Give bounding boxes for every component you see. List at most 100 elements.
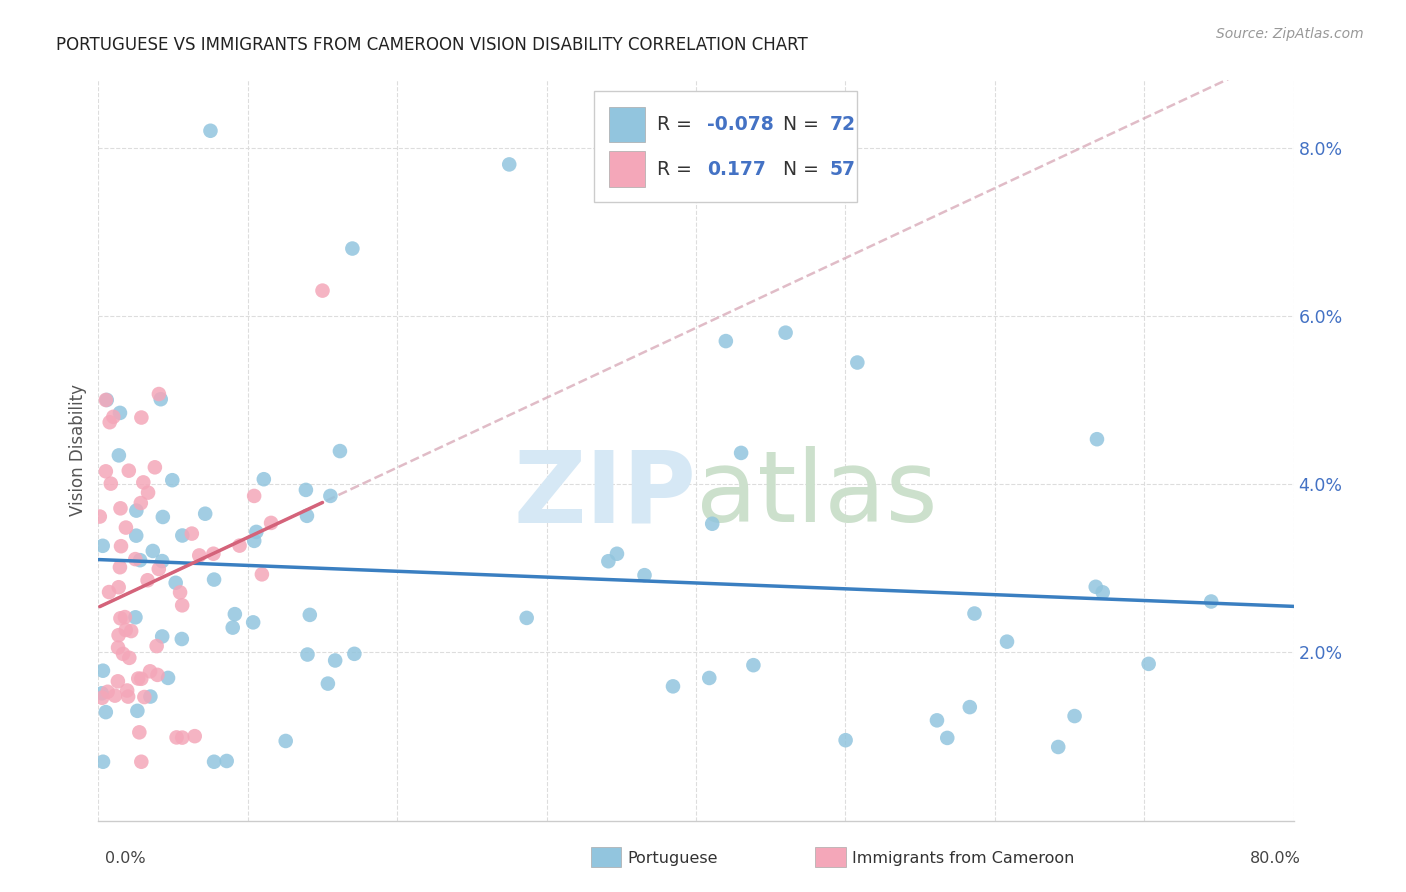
Point <box>150 554 173 568</box>
Point <box>245 524 267 539</box>
Point <box>129 553 152 567</box>
Point <box>242 615 264 630</box>
Point <box>107 674 129 689</box>
Y-axis label: Vision Disability: Vision Disability <box>69 384 87 516</box>
Point <box>150 630 173 644</box>
Point <box>714 334 737 348</box>
Point <box>157 671 180 685</box>
FancyBboxPatch shape <box>609 152 644 187</box>
Point <box>97 685 120 699</box>
Point <box>125 529 148 543</box>
Point <box>662 679 685 693</box>
Point <box>96 392 118 407</box>
Point <box>152 510 174 524</box>
Point <box>110 501 132 516</box>
Text: Source: ZipAtlas.com: Source: ZipAtlas.com <box>1216 27 1364 41</box>
Point <box>114 623 136 637</box>
Point <box>107 640 129 655</box>
Point <box>108 406 131 420</box>
Point <box>834 733 856 747</box>
Point <box>136 573 159 587</box>
Point <box>98 585 121 599</box>
Point <box>1085 432 1108 446</box>
Point <box>146 668 169 682</box>
Point <box>108 449 131 463</box>
Point <box>202 755 225 769</box>
Point <box>125 503 148 517</box>
Point <box>115 683 138 698</box>
Point <box>319 489 342 503</box>
Point <box>143 460 166 475</box>
Point <box>118 651 141 665</box>
Point <box>117 690 139 704</box>
Point <box>165 575 187 590</box>
Point <box>295 508 318 523</box>
Point <box>139 690 162 704</box>
Text: Portuguese: Portuguese <box>627 851 717 865</box>
Point <box>132 475 155 490</box>
Point <box>129 496 152 510</box>
Text: 57: 57 <box>830 160 856 178</box>
Point <box>142 544 165 558</box>
Point <box>936 731 959 745</box>
Point <box>128 725 150 739</box>
Point <box>172 731 194 745</box>
Point <box>91 664 114 678</box>
Point <box>243 533 266 548</box>
Text: -0.078: -0.078 <box>707 115 773 134</box>
Point <box>107 628 129 642</box>
Point <box>995 634 1018 648</box>
Text: ZIP: ZIP <box>513 446 696 543</box>
Point <box>1137 657 1160 671</box>
Point <box>94 705 117 719</box>
Point <box>202 547 225 561</box>
Point <box>224 607 246 622</box>
Point <box>702 516 724 531</box>
Text: N =: N = <box>783 115 825 134</box>
Point <box>1084 580 1107 594</box>
Point <box>925 714 948 728</box>
Point <box>215 754 238 768</box>
Point <box>311 284 333 298</box>
Point <box>183 729 205 743</box>
Point <box>145 639 167 653</box>
Point <box>112 647 135 661</box>
Point <box>91 539 114 553</box>
Point <box>131 410 153 425</box>
Point <box>297 648 319 662</box>
Point <box>846 355 869 369</box>
Point <box>127 704 149 718</box>
Point <box>260 516 283 530</box>
Text: N =: N = <box>783 160 825 178</box>
Point <box>228 539 250 553</box>
Point <box>170 632 193 646</box>
Point <box>89 509 111 524</box>
Point <box>94 392 117 407</box>
Point <box>172 599 194 613</box>
Point <box>149 392 172 407</box>
Point <box>139 665 162 679</box>
Point <box>633 568 655 582</box>
Point <box>730 446 752 460</box>
Point <box>516 611 538 625</box>
Point <box>1047 739 1070 754</box>
Point <box>110 539 132 553</box>
Point <box>323 653 346 667</box>
Point <box>124 610 146 624</box>
Point <box>188 549 211 563</box>
Point <box>1091 585 1114 599</box>
Point <box>222 621 245 635</box>
Point <box>100 476 122 491</box>
Point <box>250 567 273 582</box>
Point <box>316 676 339 690</box>
Text: 0.0%: 0.0% <box>105 852 146 866</box>
Point <box>172 528 194 542</box>
FancyBboxPatch shape <box>609 107 644 143</box>
Point <box>110 611 132 625</box>
Point <box>598 554 620 568</box>
Point <box>180 526 202 541</box>
Text: R =: R = <box>657 160 703 178</box>
Point <box>131 755 153 769</box>
Point <box>295 483 318 497</box>
Point <box>606 547 628 561</box>
